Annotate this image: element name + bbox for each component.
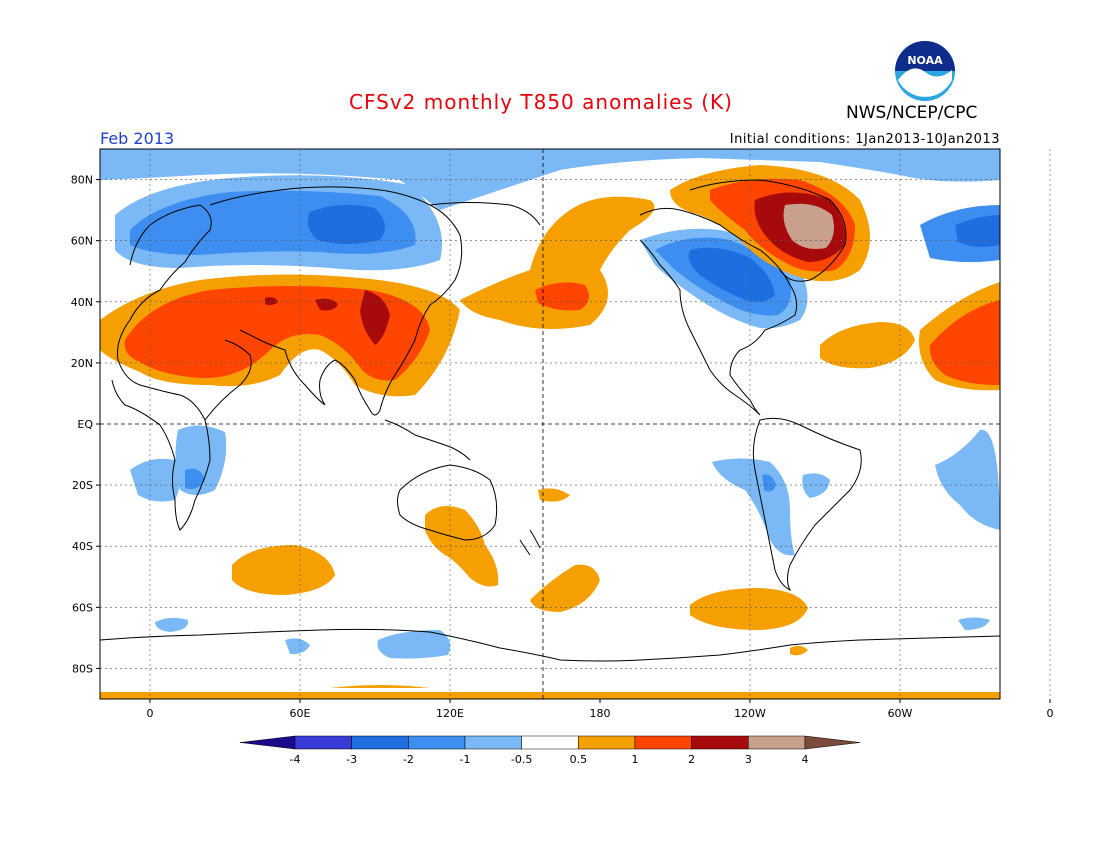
lon-label: 120E xyxy=(436,707,464,720)
colorbar-swatch xyxy=(634,735,692,750)
africa-south-cold xyxy=(130,458,180,502)
lon-label: 60E xyxy=(290,707,311,720)
europe-wrap-cold-core xyxy=(955,215,1000,247)
asia-warm-core-1 xyxy=(360,290,390,345)
logo-text: NOAA xyxy=(907,54,943,67)
colorbar-label: -3 xyxy=(346,753,357,766)
colorbar-swatch xyxy=(408,735,466,750)
colorbar-swatch xyxy=(521,735,579,750)
longitude-labels: 0 60E 120E 180 120W 60W 0 xyxy=(147,699,1054,720)
coastlines xyxy=(100,179,1000,662)
colorbar-high-triangle xyxy=(804,735,861,750)
colorbar-swatch xyxy=(294,735,352,750)
south-pacific-warm xyxy=(530,564,600,612)
lon-label: 0 xyxy=(1047,707,1054,720)
colorbar-label: -2 xyxy=(403,753,414,766)
colorbar-low-triangle xyxy=(239,735,296,750)
lat-label: 40S xyxy=(72,540,93,553)
africa-wrap-cold xyxy=(935,429,1000,530)
latitude-labels: 80N 60N 40N 20N EQ 20S 40S 60S 80S xyxy=(71,174,100,675)
siberia-cold-core xyxy=(307,204,385,244)
lat-label: 40N xyxy=(71,296,93,309)
lon-label: 0 xyxy=(147,707,154,720)
africa-wrap-warm-mid xyxy=(929,300,1000,385)
lon-label: 120W xyxy=(734,707,766,720)
colorbar-label: -4 xyxy=(290,753,301,766)
colorbar-swatch xyxy=(351,735,409,750)
lat-label: 80S xyxy=(72,662,93,675)
lat-label: 60S xyxy=(72,601,93,614)
drake-warm xyxy=(790,645,808,656)
lat-label: 60N xyxy=(71,235,93,248)
colorbar-label: 4 xyxy=(802,753,809,766)
colorbar-swatch xyxy=(691,735,749,750)
initial-conditions: Initial conditions: 1Jan2013-10Jan2013 xyxy=(729,132,1000,147)
greenland-warm-max xyxy=(783,203,834,249)
pacific-warm xyxy=(460,196,655,329)
colorbar-label: -0.5 xyxy=(511,753,532,766)
lat-label: 80N xyxy=(71,174,93,187)
colorbar-label: 1 xyxy=(632,753,639,766)
colorbar-swatch xyxy=(748,735,806,750)
colorbar xyxy=(239,735,861,750)
map-title: CFSv2 monthly T850 anomalies (K) xyxy=(349,90,733,114)
colorbar-label: 2 xyxy=(688,753,695,766)
southern-ocean-cold-2 xyxy=(377,630,451,659)
lat-label: 20N xyxy=(71,357,93,370)
lon-label: 60W xyxy=(888,707,913,720)
samerica-east-cold xyxy=(802,473,830,498)
namerica-cold-core xyxy=(688,247,775,302)
southern-ocean-warm xyxy=(690,588,808,630)
samerica-cold xyxy=(712,458,795,556)
lat-label: EQ xyxy=(77,418,93,431)
southern-ocean-cold-1 xyxy=(155,617,189,632)
asia-warm-core-3 xyxy=(265,297,278,306)
organization-label: NWS/NCEP/CPC xyxy=(846,103,978,123)
antarctic-warm-edge xyxy=(100,692,1000,699)
colorbar-swatch xyxy=(464,735,522,750)
africa-east-cold-core xyxy=(185,468,205,489)
noaa-logo-icon: NOAA xyxy=(895,41,955,101)
colorbar-label: 3 xyxy=(745,753,752,766)
atlantic-warm xyxy=(820,322,915,369)
lon-label: 180 xyxy=(590,707,611,720)
antarctic-warm-edge-2 xyxy=(330,685,430,688)
samerica-cold-core xyxy=(762,474,776,492)
southern-ocean-cold-3 xyxy=(285,638,310,655)
arctic-cold-band xyxy=(100,149,1000,210)
forecast-month: Feb 2013 xyxy=(100,129,175,148)
south-pacific-warm-2 xyxy=(538,488,570,502)
colorbar-label: 0.5 xyxy=(570,753,588,766)
colorbar-swatch xyxy=(578,735,636,750)
southern-ocean-cold-4 xyxy=(958,617,990,630)
lat-label: 20S xyxy=(72,479,93,492)
colorbar-labels: -4 -3 -2 -1 -0.5 0.5 1 2 3 4 xyxy=(290,753,809,766)
colorbar-label: -1 xyxy=(460,753,471,766)
south-indian-warm xyxy=(232,545,335,595)
pacific-warm-core xyxy=(535,282,589,311)
eurasia-warm-mid xyxy=(124,286,431,381)
